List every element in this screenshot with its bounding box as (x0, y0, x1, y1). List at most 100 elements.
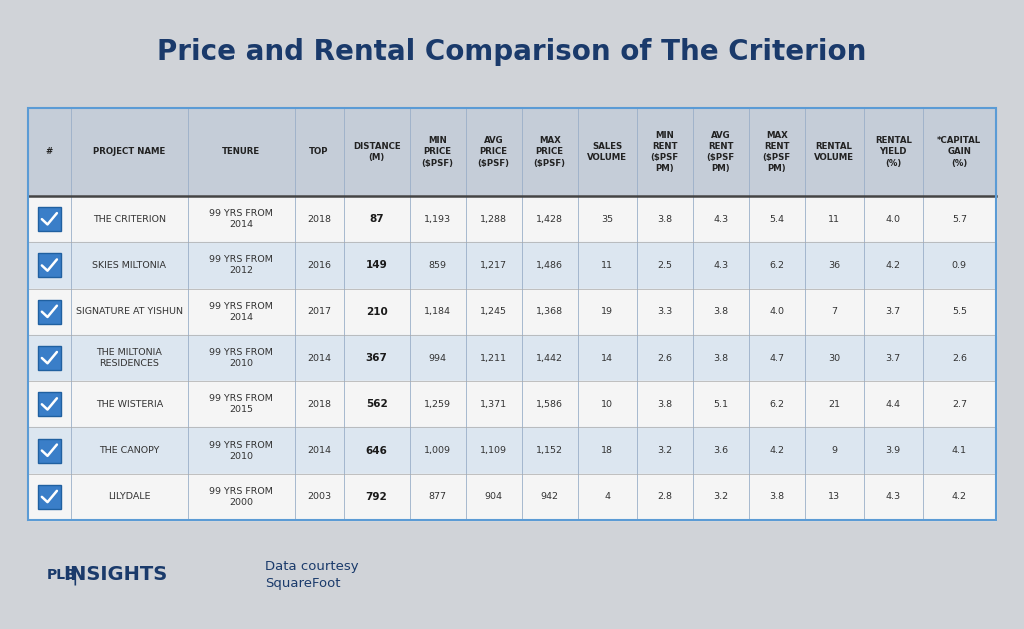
Bar (38, 253, 61, 277)
Text: 904: 904 (484, 493, 503, 501)
Text: 1,259: 1,259 (424, 400, 452, 409)
Text: 0.9: 0.9 (952, 261, 967, 270)
Text: 4.0: 4.0 (886, 214, 901, 224)
Text: LILYDALE: LILYDALE (108, 493, 151, 501)
Text: 10: 10 (601, 400, 613, 409)
Text: 4.0: 4.0 (769, 307, 784, 316)
Text: AVG
RENT
($PSF
PM): AVG RENT ($PSF PM) (707, 131, 735, 173)
Text: 3.3: 3.3 (657, 307, 673, 316)
Text: 3.8: 3.8 (769, 493, 784, 501)
Text: 5.1: 5.1 (713, 400, 728, 409)
Bar (38, 485, 61, 509)
Text: 3.9: 3.9 (886, 446, 901, 455)
Bar (38, 346, 61, 370)
Text: *CAPITAL
GAIN
(%): *CAPITAL GAIN (%) (937, 136, 981, 167)
Text: 367: 367 (366, 353, 387, 363)
Bar (38, 253, 61, 277)
Text: 1,486: 1,486 (537, 261, 563, 270)
Text: AVG
PRICE
($PSF): AVG PRICE ($PSF) (477, 136, 510, 167)
Text: 4.3: 4.3 (886, 493, 901, 501)
Text: 1,428: 1,428 (537, 214, 563, 224)
Text: 14: 14 (601, 353, 613, 362)
Text: 1,586: 1,586 (537, 400, 563, 409)
Text: 149: 149 (366, 260, 387, 270)
Text: 99 YRS FROM
2014: 99 YRS FROM 2014 (209, 209, 273, 229)
Text: PLB: PLB (47, 568, 77, 582)
Text: DISTANCE
(M): DISTANCE (M) (353, 142, 400, 162)
Text: 1,109: 1,109 (480, 446, 507, 455)
Text: 36: 36 (828, 261, 841, 270)
Bar (28, 108, 996, 520)
Text: 4.3: 4.3 (713, 214, 728, 224)
Bar (38, 438, 61, 462)
Text: 5.5: 5.5 (952, 307, 967, 316)
Text: 99 YRS FROM
2014: 99 YRS FROM 2014 (209, 302, 273, 322)
Text: 1,152: 1,152 (537, 446, 563, 455)
Text: 1,184: 1,184 (424, 307, 452, 316)
Bar (38, 438, 61, 462)
Text: MIN
PRICE
($PSF): MIN PRICE ($PSF) (422, 136, 454, 167)
Text: 1,442: 1,442 (537, 353, 563, 362)
Bar (38, 207, 61, 231)
Text: 3.6: 3.6 (713, 446, 728, 455)
Bar (38, 485, 61, 509)
Text: 4.3: 4.3 (713, 261, 728, 270)
Text: PROJECT NAME: PROJECT NAME (93, 147, 166, 157)
Text: MAX
RENT
($PSF
PM): MAX RENT ($PSF PM) (763, 131, 791, 173)
Text: 7: 7 (831, 307, 838, 316)
Text: 19: 19 (601, 307, 613, 316)
Text: 1,217: 1,217 (480, 261, 507, 270)
Bar (38, 207, 61, 231)
Text: 4.2: 4.2 (886, 261, 901, 270)
Bar (38, 299, 61, 324)
Text: 4.1: 4.1 (952, 446, 967, 455)
Text: THE WISTERIA: THE WISTERIA (95, 400, 163, 409)
Text: 18: 18 (601, 446, 613, 455)
Text: 87: 87 (370, 214, 384, 224)
Text: 2.6: 2.6 (657, 353, 672, 362)
Text: 2018: 2018 (307, 400, 331, 409)
Text: MAX
PRICE
($PSF): MAX PRICE ($PSF) (534, 136, 565, 167)
Text: 1,371: 1,371 (480, 400, 507, 409)
Text: 11: 11 (601, 261, 613, 270)
Text: 4: 4 (604, 493, 610, 501)
Text: 210: 210 (366, 307, 387, 317)
Text: RENTAL
VOLUME: RENTAL VOLUME (814, 142, 854, 162)
Text: TOP: TOP (309, 147, 329, 157)
Text: 3.8: 3.8 (713, 307, 728, 316)
Text: 4.4: 4.4 (886, 400, 901, 409)
Text: |: | (72, 565, 78, 585)
Text: 3.8: 3.8 (713, 353, 728, 362)
Text: Data courtesy
SquareFoot: Data courtesy SquareFoot (265, 560, 358, 590)
Text: 2.8: 2.8 (657, 493, 672, 501)
Text: 5.4: 5.4 (769, 214, 784, 224)
Text: 99 YRS FROM
2010: 99 YRS FROM 2010 (209, 440, 273, 460)
Text: 2.5: 2.5 (657, 261, 672, 270)
Text: 4.2: 4.2 (952, 493, 967, 501)
Text: 3.8: 3.8 (657, 400, 672, 409)
Text: 3.2: 3.2 (713, 493, 728, 501)
Text: 859: 859 (429, 261, 446, 270)
Text: SALES
VOLUME: SALES VOLUME (587, 142, 627, 162)
Text: THE CANOPY: THE CANOPY (99, 446, 160, 455)
Text: 11: 11 (828, 214, 840, 224)
Text: 99 YRS FROM
2010: 99 YRS FROM 2010 (209, 348, 273, 368)
Bar (38, 392, 61, 416)
Bar (38, 392, 61, 416)
Text: 30: 30 (828, 353, 841, 362)
Text: 646: 646 (366, 445, 387, 455)
Text: 4.2: 4.2 (769, 446, 784, 455)
Text: 3.2: 3.2 (657, 446, 672, 455)
Text: 3.7: 3.7 (886, 307, 901, 316)
Text: 994: 994 (429, 353, 446, 362)
Text: 2014: 2014 (307, 446, 331, 455)
Text: 99 YRS FROM
2012: 99 YRS FROM 2012 (209, 255, 273, 276)
Bar (38, 299, 61, 324)
Text: 1,245: 1,245 (480, 307, 507, 316)
Text: 792: 792 (366, 492, 387, 502)
Text: 1,288: 1,288 (480, 214, 507, 224)
Text: 942: 942 (541, 493, 559, 501)
Text: 2017: 2017 (307, 307, 331, 316)
Text: 2.6: 2.6 (952, 353, 967, 362)
Text: 2.7: 2.7 (952, 400, 967, 409)
